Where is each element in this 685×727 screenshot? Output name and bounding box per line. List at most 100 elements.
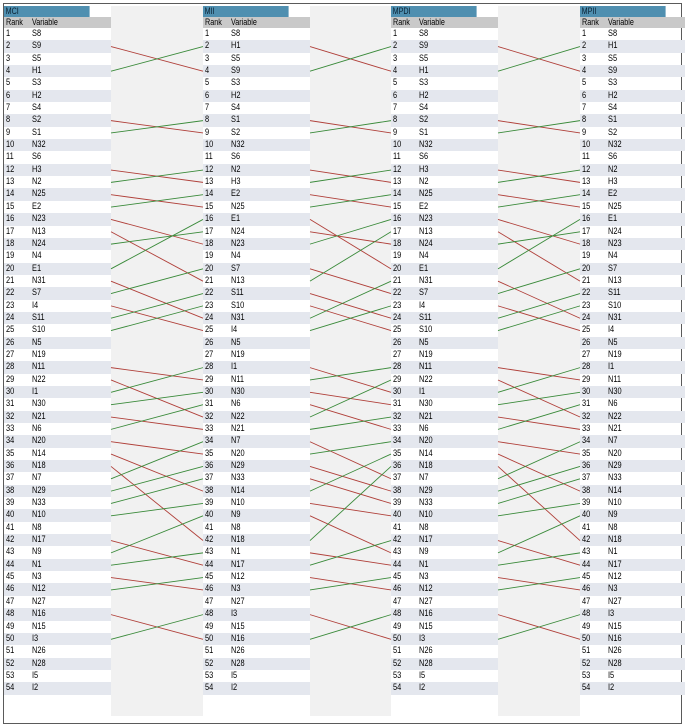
rank-number: 3 [582, 52, 587, 64]
variable-name: N22 [231, 410, 245, 422]
variable-name: S11 [231, 287, 244, 299]
variable-name: E2 [231, 188, 241, 200]
rank-row: 26 N5 [391, 336, 498, 349]
variable-name: N28 [419, 657, 433, 669]
variable-name: H2 [419, 89, 429, 101]
variable-name: N32 [231, 139, 245, 151]
variable-name: N2 [32, 176, 42, 188]
rank-number: 48 [205, 608, 214, 620]
rank-row: 34 N20 [391, 435, 498, 448]
rank-number: 11 [393, 151, 401, 163]
rank-number: 1 [6, 28, 11, 39]
column-title: MPDI [391, 6, 477, 17]
rank-number: 27 [6, 348, 15, 360]
variable-name: N23 [32, 213, 46, 225]
rank-number: 20 [6, 262, 15, 274]
variable-name: N2 [231, 163, 241, 175]
rank-number: 28 [582, 361, 591, 373]
rank-row: 9 S2 [580, 127, 685, 139]
rank-row: 20 E1 [391, 262, 498, 275]
variable-name: S3 [231, 77, 241, 89]
rank-row: 50 I3 [4, 632, 111, 646]
rank-number: 23 [582, 299, 591, 311]
rank-number: 51 [6, 645, 15, 657]
rank-row: 42 N18 [580, 534, 685, 547]
rank-number: 38 [393, 484, 402, 496]
rank-number: 8 [582, 114, 587, 126]
variable-name: N23 [608, 237, 622, 249]
rank-number: 53 [205, 669, 214, 681]
rank-number: 38 [582, 484, 591, 496]
rank-number: 24 [205, 311, 214, 323]
rank-row: 46 N12 [4, 583, 111, 596]
rank-number: 35 [393, 447, 402, 459]
variable-name: N13 [32, 225, 46, 237]
rank-number: 51 [393, 645, 402, 657]
rank-row: 29 N22 [4, 374, 111, 386]
rank-number: 10 [6, 139, 15, 151]
rank-number: 22 [6, 287, 15, 299]
rank-number: 23 [205, 299, 214, 311]
rank-number: 13 [582, 176, 591, 188]
variable-name: N7 [231, 435, 241, 447]
rank-number: 48 [6, 608, 15, 620]
rank-number: 7 [205, 102, 210, 114]
rank-number: 41 [582, 521, 591, 533]
variable-name: S10 [419, 324, 433, 336]
rank-row: 43 N9 [4, 546, 111, 558]
rank-number: 15 [205, 200, 214, 212]
variable-name: N10 [231, 497, 245, 509]
variable-name: N26 [608, 645, 622, 657]
variable-name: S1 [32, 126, 42, 138]
rank-number: 51 [205, 645, 214, 657]
rank-number: 1 [393, 28, 398, 39]
variable-name: S9 [231, 65, 241, 77]
rank-row: 24 S11 [391, 311, 498, 325]
rank-row: 34 N7 [580, 435, 685, 448]
rank-row: 51 N26 [203, 645, 310, 657]
rank-number: 32 [393, 410, 402, 422]
rank-row: 35 N14 [4, 448, 111, 460]
variable-name: I4 [231, 324, 238, 336]
rank-number: 47 [205, 595, 214, 607]
rank-row: 25 I4 [580, 324, 685, 336]
variable-name: S10 [32, 324, 46, 336]
variable-name: I4 [608, 324, 615, 336]
rank-number: 37 [582, 472, 591, 484]
rank-number: 30 [582, 385, 591, 397]
rank-row: 9 S2 [203, 127, 310, 139]
rank-number: 23 [6, 299, 15, 311]
rank-number: 39 [205, 497, 214, 509]
rank-row: 3 S5 [203, 53, 310, 65]
rank-row: 52 N28 [203, 657, 310, 670]
rank-row: 34 N20 [4, 435, 111, 448]
rank-row: 17 N13 [4, 226, 111, 238]
rank-row: 11 S6 [4, 151, 111, 163]
rank-row: 46 N3 [580, 583, 685, 596]
variable-name: N4 [608, 250, 618, 262]
rank-number: 25 [393, 324, 402, 336]
rank-number: 31 [6, 398, 15, 410]
rank-number: 6 [205, 89, 210, 101]
variable-name: N25 [231, 200, 245, 212]
rank-number: 2 [393, 40, 398, 52]
rank-row: 44 N17 [580, 558, 685, 572]
ranking-column-2: MPDI Rank Variable 1 S8 2 S9 3 S5 4 H1 5 S3 6 H2 7 S4 8 S2… [391, 6, 498, 695]
variable-name: N17 [231, 558, 245, 570]
variable-name: N29 [419, 484, 433, 496]
rank-row: 40 N9 [580, 509, 685, 522]
rank-row: 13 N2 [4, 176, 111, 188]
rank-number: 28 [393, 361, 402, 373]
rank-number: 41 [205, 521, 214, 533]
rank-number: 42 [582, 534, 591, 546]
rank-number: 15 [582, 200, 591, 212]
rank-row: 48 I3 [203, 608, 310, 621]
rank-row: 14 N25 [4, 188, 111, 201]
variable-name: N25 [32, 188, 46, 200]
rank-row: 5 S3 [580, 77, 685, 89]
variable-name: S5 [32, 52, 42, 64]
variable-name: N31 [608, 311, 622, 323]
rank-number: 52 [582, 657, 591, 669]
rank-row: 16 N23 [391, 213, 498, 226]
rank-number: 11 [582, 151, 590, 163]
